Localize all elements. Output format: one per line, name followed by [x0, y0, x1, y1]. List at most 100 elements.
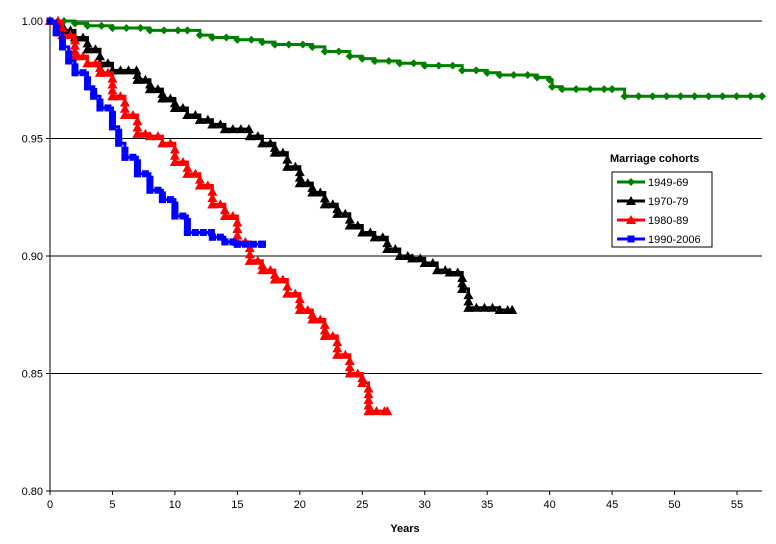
data-point: [207, 229, 215, 236]
data-point: [65, 57, 73, 65]
data-point: [207, 186, 218, 196]
data-point: [369, 232, 380, 242]
data-point: [371, 406, 382, 416]
data-point: [158, 191, 166, 199]
data-point: [344, 355, 355, 365]
data-point: [294, 305, 305, 315]
data-point: [157, 88, 168, 98]
data-point: [233, 35, 242, 44]
data-point: [57, 23, 68, 33]
data-point: [119, 110, 130, 119]
data-point: [219, 205, 230, 215]
data-point: [82, 38, 93, 48]
data-point: [507, 305, 518, 315]
series-1970-79: [45, 16, 518, 315]
data-point: [244, 255, 255, 265]
data-point: [249, 240, 257, 248]
data-point: [152, 131, 163, 141]
data-point: [102, 67, 113, 77]
data-point: [202, 180, 213, 190]
series-1990-2006: [46, 17, 266, 248]
legend-items: 1949-69 1970-79 1980-89 1990-2006: [617, 177, 701, 246]
data-point: [382, 406, 393, 416]
data-point: [182, 162, 193, 172]
data-point: [232, 230, 243, 240]
data-point: [219, 211, 230, 221]
y-tick-label: 0.85: [22, 369, 43, 381]
data-point: [390, 243, 401, 253]
data-point: [523, 71, 532, 80]
data-point: [77, 51, 88, 61]
data-point: [269, 274, 280, 284]
data-point: [183, 229, 191, 236]
data-point: [463, 290, 474, 300]
data-point: [315, 314, 326, 324]
data-point: [558, 85, 567, 94]
data-point: [71, 63, 79, 71]
data-point: [199, 229, 207, 236]
data-point: [358, 54, 367, 63]
legend: Marriage cohorts 1949-691970-791980-8919…: [610, 153, 713, 248]
data-point: [183, 223, 191, 231]
data-point: [257, 138, 268, 148]
data-point: [448, 61, 457, 70]
data-point: [277, 274, 288, 284]
data-point: [115, 128, 123, 136]
data-point: [432, 265, 443, 275]
data-point: [363, 389, 374, 399]
data-point: [83, 76, 91, 84]
data-point: [265, 265, 276, 275]
data-point: [69, 45, 80, 55]
data-point: [319, 193, 330, 203]
data-point: [169, 98, 180, 108]
data-point: [676, 92, 685, 101]
data-point: [332, 349, 343, 359]
data-point: [194, 174, 205, 184]
data-point: [352, 368, 363, 378]
data-point: [463, 296, 474, 306]
data-point: [159, 26, 168, 35]
x-tick-label: 55: [731, 499, 743, 511]
data-point: [509, 71, 518, 80]
data-point: [395, 59, 404, 68]
data-point: [457, 278, 468, 288]
x-tick-label: 40: [544, 499, 556, 511]
x-tick-label: 0: [47, 499, 53, 511]
data-point: [119, 103, 130, 113]
data-point: [154, 186, 162, 194]
data-point: [294, 178, 305, 188]
data-point: [136, 24, 145, 33]
data-point: [363, 400, 374, 410]
x-tick-label: 25: [356, 499, 368, 511]
data-point: [363, 394, 374, 404]
data-point: [222, 33, 231, 42]
data-point: [133, 170, 141, 178]
data-point: [320, 47, 329, 56]
data-point: [97, 21, 106, 30]
data-point: [427, 258, 438, 268]
data-point: [132, 70, 143, 80]
y-tick-label: 0.80: [22, 486, 43, 498]
data-point: [648, 92, 657, 101]
data-point: [141, 170, 149, 178]
legend-label: 1970-79: [648, 196, 688, 208]
data-point: [58, 36, 66, 44]
y-tick-label: 0.95: [22, 134, 43, 146]
data-point: [96, 104, 104, 112]
data-point: [327, 199, 338, 209]
data-point: [258, 38, 267, 47]
data-point: [345, 52, 354, 61]
series-layer: [45, 16, 766, 416]
data-point: [171, 207, 179, 215]
y-tick-label: 1.00: [22, 16, 43, 28]
data-point: [444, 267, 455, 277]
data-point: [307, 187, 318, 197]
data-point: [327, 330, 338, 340]
data-point: [121, 146, 129, 154]
data-point: [216, 233, 224, 241]
data-point: [294, 172, 305, 182]
data-point: [269, 147, 280, 157]
data-point: [257, 265, 268, 275]
data-point: [90, 58, 101, 68]
data-point: [290, 161, 301, 171]
